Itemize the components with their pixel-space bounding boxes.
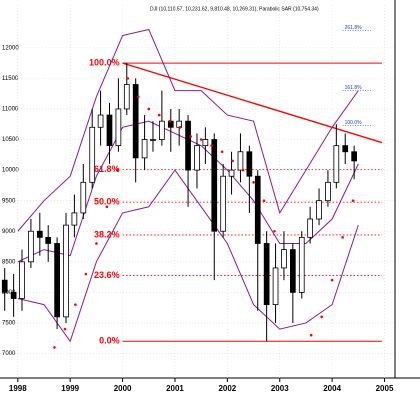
- candle-body: [97, 114, 104, 128]
- x-tick-label: 2005: [376, 384, 394, 393]
- y-tick-label: 8000: [2, 290, 16, 296]
- candle-body: [342, 145, 349, 153]
- sar-dot: [105, 205, 109, 209]
- sar-dot: [126, 77, 130, 80]
- candle-body: [316, 200, 322, 220]
- candle-body: [141, 139, 148, 159]
- sar-dot: [147, 107, 151, 111]
- fib-label: 61.8%: [94, 164, 120, 174]
- y-tick-label: 7000: [2, 351, 16, 357]
- sar-dot: [137, 95, 140, 99]
- sar-dot: [220, 150, 224, 154]
- candle-body: [228, 169, 235, 177]
- projection-label: 161.8%: [345, 85, 363, 91]
- y-tick-label: 12000: [2, 45, 19, 51]
- candle-body: [185, 120, 191, 171]
- sar-dot: [74, 303, 77, 306]
- candle-body: [150, 139, 156, 141]
- candle-body: [19, 261, 25, 299]
- y-tick-label: 7500: [2, 321, 16, 327]
- x-tick-label: 2002: [218, 384, 236, 393]
- projection-label: 100.0%: [345, 120, 363, 126]
- trendline: [122, 62, 383, 144]
- x-tick-label: 2003: [271, 384, 289, 393]
- candle-body: [194, 145, 200, 171]
- fib-label: 38.2%: [94, 229, 120, 239]
- sar-dot: [178, 125, 182, 129]
- projection-label: 261.8%: [345, 25, 363, 31]
- band-upper: [17, 28, 359, 232]
- sar-dot: [157, 113, 161, 117]
- y-tick-label: 8500: [2, 259, 16, 265]
- sar-dot: [273, 229, 276, 233]
- fib-label: 23.6%: [94, 270, 120, 280]
- candle-body: [106, 114, 113, 147]
- candle-body: [246, 151, 253, 177]
- x-tick-label: 2000: [114, 384, 132, 393]
- candle-body: [237, 151, 244, 171]
- candle-body: [211, 139, 218, 232]
- candle-body: [71, 212, 78, 226]
- y-tick-label: 10000: [2, 168, 19, 174]
- y-tick-label: 11500: [2, 76, 19, 82]
- candle-body: [132, 84, 139, 159]
- candle-body: [289, 249, 296, 293]
- candle-body: [272, 267, 279, 306]
- fib-label: 100.0%: [89, 57, 120, 67]
- fib-label: 50.0%: [94, 197, 120, 207]
- sar-dot: [241, 168, 245, 172]
- candle-body: [263, 243, 270, 306]
- candle-body: [307, 218, 313, 238]
- sar-dot: [252, 181, 255, 184]
- sar-dot: [262, 199, 266, 202]
- candle-body: [202, 139, 209, 147]
- candle-body: [115, 108, 122, 147]
- sar-dot: [63, 327, 67, 331]
- sar-dot: [309, 333, 313, 337]
- candle-body: [10, 291, 17, 299]
- candle-body: [325, 181, 331, 202]
- sar-dot: [320, 315, 323, 319]
- sar-dot: [53, 346, 56, 349]
- y-tick-label: 10500: [2, 137, 19, 143]
- x-tick-label: 2004: [323, 384, 341, 393]
- y-tick-label: 11000: [2, 107, 19, 113]
- sar-dot: [351, 199, 355, 202]
- candle-body: [254, 175, 261, 244]
- sar-dot: [84, 272, 88, 276]
- x-tick-label: 1998: [9, 384, 27, 393]
- candle-body: [333, 145, 340, 183]
- candle-body: [1, 279, 8, 293]
- candle-body: [351, 151, 357, 162]
- candle-body: [36, 230, 43, 238]
- candle-body: [45, 236, 52, 244]
- y-tick-label: 9000: [2, 229, 16, 235]
- sar-dot: [189, 135, 192, 138]
- legend-text: DJI (10,110.57, 10,231.62, 9,810.48, 10,…: [150, 6, 319, 12]
- fib-label: 0.0%: [99, 336, 120, 346]
- sar-dot: [116, 168, 119, 172]
- sar-dot: [210, 144, 213, 147]
- candle-body: [80, 181, 87, 214]
- candle-body: [220, 175, 227, 232]
- candle-body: [281, 249, 287, 269]
- candle-body: [28, 230, 34, 263]
- sar-dot: [341, 236, 344, 239]
- candle-body: [159, 120, 165, 140]
- x-tick-label: 1999: [61, 384, 79, 393]
- sar-dot: [330, 278, 334, 282]
- sar-dot: [95, 242, 98, 245]
- x-tick-label: 2001: [166, 384, 184, 393]
- candle-body: [123, 84, 130, 110]
- y-tick-label: 9500: [2, 198, 16, 204]
- sar-dot: [199, 138, 203, 141]
- sar-dot: [168, 119, 172, 123]
- candle-body: [89, 126, 96, 183]
- candle-body: [63, 224, 69, 318]
- sar-dot: [231, 159, 234, 163]
- candle-body: [298, 236, 305, 293]
- candle-body: [54, 243, 60, 318]
